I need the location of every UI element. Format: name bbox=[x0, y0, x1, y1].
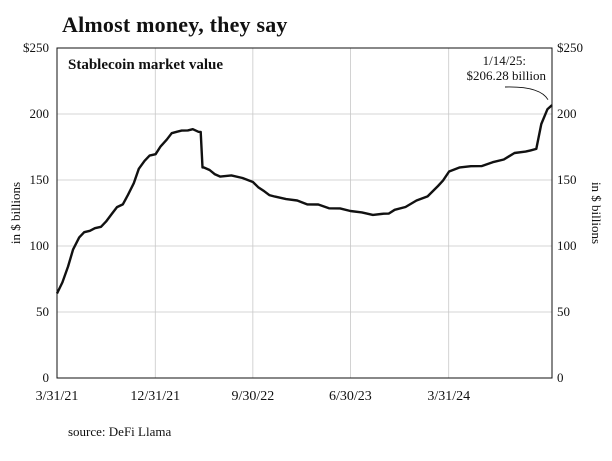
y-tick-label-left: 100 bbox=[30, 238, 50, 253]
plot-frame bbox=[56, 47, 553, 379]
x-tick-label: 9/30/22 bbox=[231, 389, 274, 404]
x-tick-label: 12/31/21 bbox=[130, 389, 180, 404]
chart-title: Almost money, they say bbox=[62, 12, 288, 37]
y-tick-label-right: 150 bbox=[557, 172, 577, 187]
x-tick-label: 6/30/23 bbox=[329, 389, 372, 404]
end-annotation: 1/14/25: $206.28 billion bbox=[467, 53, 549, 100]
x-tick-label: 3/31/24 bbox=[427, 389, 470, 404]
y-axis-label-right: in $ billions bbox=[589, 182, 604, 244]
y-tick-label-left: 200 bbox=[30, 106, 50, 121]
source-note: source: DeFi Llama bbox=[68, 424, 172, 439]
y-tick-label-right: 200 bbox=[557, 106, 577, 121]
x-tick-label: 3/31/21 bbox=[36, 389, 79, 404]
chart-subtitle: Stablecoin market value bbox=[68, 57, 223, 73]
annotation-date: 1/14/25: bbox=[483, 53, 526, 68]
annotation-leader bbox=[504, 86, 549, 100]
gridlines bbox=[57, 48, 552, 378]
x-ticks: 3/31/21 12/31/21 9/30/22 6/30/23 3/31/24 bbox=[36, 389, 470, 404]
y-ticks-left: 0 50 100 150 200 $250 bbox=[23, 40, 49, 385]
y-axis-label-left: in $ billions bbox=[8, 182, 23, 244]
y-tick-label-left: 0 bbox=[43, 370, 50, 385]
annotation-value: $206.28 billion bbox=[467, 68, 547, 83]
y-tick-label-right: 0 bbox=[557, 370, 564, 385]
y-tick-label-left: 50 bbox=[36, 304, 49, 319]
y-tick-label-right: $250 bbox=[557, 40, 583, 55]
series-line bbox=[55, 104, 553, 295]
y-tick-label-right: 50 bbox=[557, 304, 570, 319]
y-tick-label-left: $250 bbox=[23, 40, 49, 55]
y-ticks-right: 0 50 100 150 200 $250 bbox=[557, 40, 583, 385]
y-tick-label-left: 150 bbox=[30, 172, 50, 187]
y-tick-label-right: 100 bbox=[557, 238, 577, 253]
